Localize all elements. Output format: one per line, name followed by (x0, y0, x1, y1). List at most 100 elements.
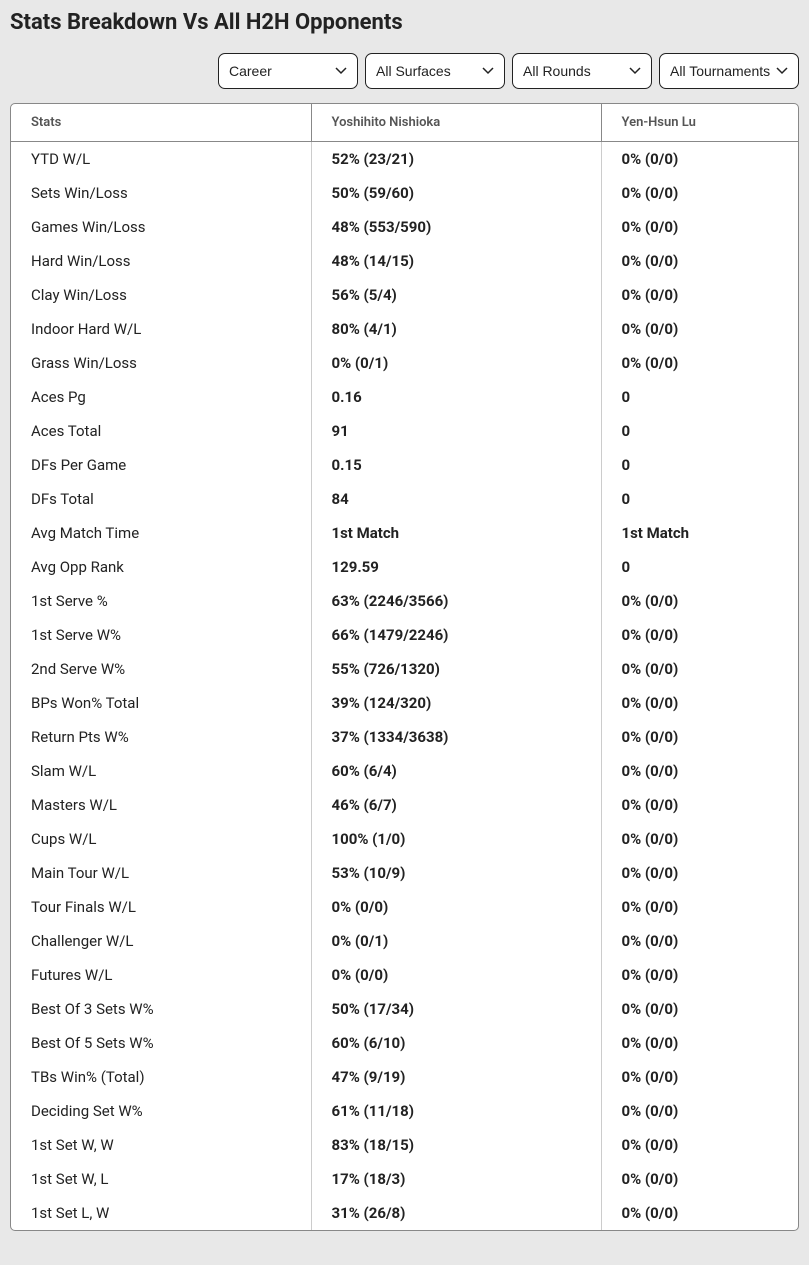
player1-value-cell: 63% (2246/3566) (311, 584, 601, 618)
player1-value-cell: 48% (553/590) (311, 210, 601, 244)
stat-name-cell: Masters W/L (11, 788, 311, 822)
table-row: Cups W/L100% (1/0)0% (0/0) (11, 822, 798, 856)
table-row: DFs Total840 (11, 482, 798, 516)
table-row: Aces Total910 (11, 414, 798, 448)
player2-value-cell: 0% (0/0) (601, 210, 798, 244)
stat-name-cell: 1st Set L, W (11, 1196, 311, 1230)
stat-name-cell: Aces Pg (11, 380, 311, 414)
player1-value-cell: 48% (14/15) (311, 244, 601, 278)
player2-value-cell: 0 (601, 448, 798, 482)
player1-value-cell: 80% (4/1) (311, 312, 601, 346)
table-row: Avg Opp Rank129.590 (11, 550, 798, 584)
player2-value-cell: 0% (0/0) (601, 1128, 798, 1162)
stat-name-cell: Main Tour W/L (11, 856, 311, 890)
player2-value-cell: 0% (0/0) (601, 278, 798, 312)
player1-value-cell: 0.15 (311, 448, 601, 482)
surfaces-select[interactable]: All Surfaces (365, 53, 505, 89)
stat-name-cell: Best Of 3 Sets W% (11, 992, 311, 1026)
player2-value-cell: 0% (0/0) (601, 142, 798, 177)
player2-value-cell: 0% (0/0) (601, 618, 798, 652)
col-header-player1: Yoshihito Nishioka (311, 104, 601, 142)
player1-value-cell: 129.59 (311, 550, 601, 584)
table-row: Aces Pg0.160 (11, 380, 798, 414)
stat-name-cell: DFs Per Game (11, 448, 311, 482)
player2-value-cell: 0% (0/0) (601, 1094, 798, 1128)
player2-value-cell: 0% (0/0) (601, 584, 798, 618)
rounds-select[interactable]: All Rounds (512, 53, 652, 89)
stat-name-cell: 2nd Serve W% (11, 652, 311, 686)
stat-name-cell: YTD W/L (11, 142, 311, 177)
stat-name-cell: Aces Total (11, 414, 311, 448)
table-row: Masters W/L46% (6/7)0% (0/0) (11, 788, 798, 822)
career-select[interactable]: Career (218, 53, 358, 89)
table-header-row: Stats Yoshihito Nishioka Yen-Hsun Lu (11, 104, 798, 142)
player1-value-cell: 61% (11/18) (311, 1094, 601, 1128)
player1-value-cell: 60% (6/10) (311, 1026, 601, 1060)
player1-value-cell: 17% (18/3) (311, 1162, 601, 1196)
player2-value-cell: 0% (0/0) (601, 1026, 798, 1060)
player1-value-cell: 66% (1479/2246) (311, 618, 601, 652)
table-row: YTD W/L52% (23/21)0% (0/0) (11, 142, 798, 177)
player2-value-cell: 0% (0/0) (601, 754, 798, 788)
stat-name-cell: Sets Win/Loss (11, 176, 311, 210)
player2-value-cell: 0 (601, 380, 798, 414)
table-row: 1st Set L, W31% (26/8)0% (0/0) (11, 1196, 798, 1230)
player1-value-cell: 0% (0/0) (311, 890, 601, 924)
stat-name-cell: Games Win/Loss (11, 210, 311, 244)
stat-name-cell: Tour Finals W/L (11, 890, 311, 924)
stat-name-cell: Challenger W/L (11, 924, 311, 958)
stat-name-cell: Best Of 5 Sets W% (11, 1026, 311, 1060)
player2-value-cell: 0% (0/0) (601, 788, 798, 822)
table-row: 1st Serve %63% (2246/3566)0% (0/0) (11, 584, 798, 618)
player2-value-cell: 0% (0/0) (601, 1162, 798, 1196)
player2-value-cell: 0% (0/0) (601, 890, 798, 924)
stat-name-cell: Clay Win/Loss (11, 278, 311, 312)
player1-value-cell: 91 (311, 414, 601, 448)
player1-value-cell: 84 (311, 482, 601, 516)
player2-value-cell: 0% (0/0) (601, 686, 798, 720)
table-row: Clay Win/Loss56% (5/4)0% (0/0) (11, 278, 798, 312)
player1-value-cell: 0% (0/0) (311, 958, 601, 992)
player2-value-cell: 0% (0/0) (601, 346, 798, 380)
stat-name-cell: Cups W/L (11, 822, 311, 856)
player1-value-cell: 100% (1/0) (311, 822, 601, 856)
table-row: Tour Finals W/L0% (0/0)0% (0/0) (11, 890, 798, 924)
player2-value-cell: 0% (0/0) (601, 822, 798, 856)
stat-name-cell: 1st Serve W% (11, 618, 311, 652)
player2-value-cell: 0% (0/0) (601, 1196, 798, 1230)
col-header-player2: Yen-Hsun Lu (601, 104, 798, 142)
player2-value-cell: 0% (0/0) (601, 992, 798, 1026)
player2-value-cell: 0% (0/0) (601, 244, 798, 278)
player1-value-cell: 31% (26/8) (311, 1196, 601, 1230)
player2-value-cell: 0% (0/0) (601, 312, 798, 346)
table-row: BPs Won% Total39% (124/320)0% (0/0) (11, 686, 798, 720)
stat-name-cell: Avg Opp Rank (11, 550, 311, 584)
player2-value-cell: 0% (0/0) (601, 652, 798, 686)
table-row: TBs Win% (Total)47% (9/19)0% (0/0) (11, 1060, 798, 1094)
player1-value-cell: 50% (17/34) (311, 992, 601, 1026)
player1-value-cell: 53% (10/9) (311, 856, 601, 890)
stat-name-cell: Avg Match Time (11, 516, 311, 550)
stat-name-cell: 1st Serve % (11, 584, 311, 618)
player1-value-cell: 83% (18/15) (311, 1128, 601, 1162)
player2-value-cell: 0% (0/0) (601, 958, 798, 992)
player1-value-cell: 50% (59/60) (311, 176, 601, 210)
stat-name-cell: Return Pts W% (11, 720, 311, 754)
filter-bar: Career All Surfaces All Rounds All Tourn… (10, 53, 799, 89)
table-row: Return Pts W%37% (1334/3638)0% (0/0) (11, 720, 798, 754)
tournaments-select[interactable]: All Tournaments (659, 53, 799, 89)
player1-value-cell: 0.16 (311, 380, 601, 414)
player2-value-cell: 0% (0/0) (601, 856, 798, 890)
player1-value-cell: 46% (6/7) (311, 788, 601, 822)
table-row: Best Of 3 Sets W%50% (17/34)0% (0/0) (11, 992, 798, 1026)
table-row: Hard Win/Loss48% (14/15)0% (0/0) (11, 244, 798, 278)
player1-value-cell: 56% (5/4) (311, 278, 601, 312)
player1-value-cell: 60% (6/4) (311, 754, 601, 788)
table-row: Indoor Hard W/L80% (4/1)0% (0/0) (11, 312, 798, 346)
player1-value-cell: 39% (124/320) (311, 686, 601, 720)
stat-name-cell: DFs Total (11, 482, 311, 516)
player1-value-cell: 0% (0/1) (311, 346, 601, 380)
player2-value-cell: 1st Match (601, 516, 798, 550)
table-row: Deciding Set W%61% (11/18)0% (0/0) (11, 1094, 798, 1128)
stat-name-cell: Futures W/L (11, 958, 311, 992)
